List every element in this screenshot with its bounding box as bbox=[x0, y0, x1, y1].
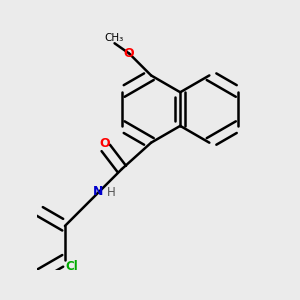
Text: O: O bbox=[99, 137, 110, 150]
Text: N: N bbox=[93, 185, 104, 198]
Text: Cl: Cl bbox=[66, 260, 79, 272]
Text: O: O bbox=[124, 47, 134, 60]
Text: CH₃: CH₃ bbox=[104, 33, 123, 43]
Text: H: H bbox=[107, 186, 116, 199]
